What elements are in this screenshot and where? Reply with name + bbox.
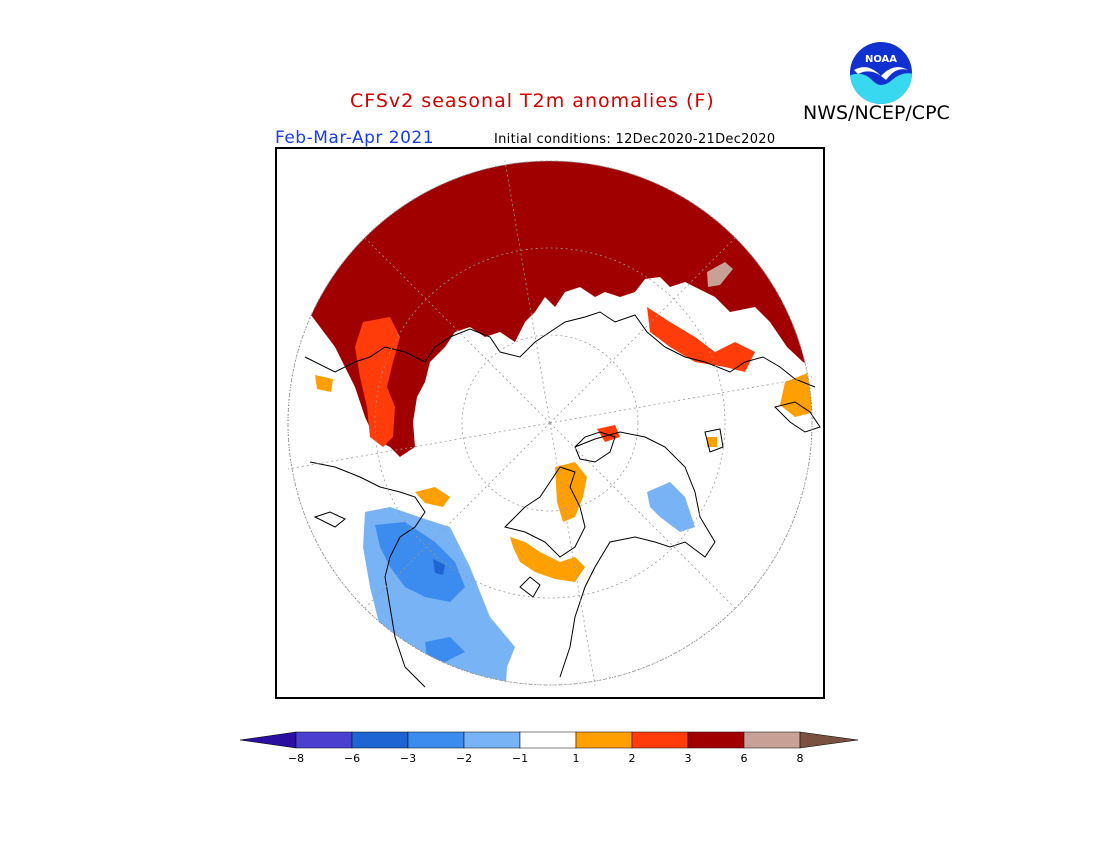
coast-alaska-islands bbox=[313, 511, 346, 528]
anomaly-region-canada-warm bbox=[510, 537, 585, 582]
legend-bin bbox=[351, 731, 409, 749]
anomaly-region-europe-west-warm bbox=[315, 375, 333, 392]
coastlines bbox=[304, 311, 821, 688]
legend-tick-label: −6 bbox=[344, 752, 360, 765]
coast-japan bbox=[519, 576, 541, 598]
polar-map bbox=[275, 147, 825, 699]
anomaly-region-siberia-colder bbox=[433, 559, 445, 575]
coast-eurasia bbox=[304, 311, 666, 373]
anomaly-region-eurasia-warm bbox=[288, 161, 812, 457]
color-legend: −8 −6 −3 −2 −1 1 2 3 6 8 bbox=[239, 731, 859, 765]
forecast-period: Feb-Mar-Apr 2021 bbox=[275, 128, 435, 148]
legend-bin bbox=[631, 731, 689, 749]
coast-scandinavia bbox=[774, 401, 821, 433]
map-disk-edge bbox=[287, 160, 813, 686]
legend-bin bbox=[687, 731, 745, 749]
legend-tick-label: −3 bbox=[400, 752, 416, 765]
agency-label: NWS/NCEP/CPC bbox=[803, 102, 950, 124]
legend-bin bbox=[407, 731, 465, 749]
legend-tick-label: 1 bbox=[573, 752, 580, 765]
legend-tick-label: −8 bbox=[288, 752, 304, 765]
coast-greenland bbox=[574, 431, 616, 463]
coast-siberia-east bbox=[309, 461, 426, 688]
legend-tick-label: 3 bbox=[685, 752, 692, 765]
coast-uk bbox=[704, 428, 724, 453]
initial-conditions: Initial conditions: 12Dec2020-21Dec2020 bbox=[494, 132, 776, 147]
coast-north-america bbox=[559, 431, 716, 678]
legend-tick-label: 2 bbox=[629, 752, 636, 765]
legend-bin bbox=[575, 731, 633, 749]
anomaly-region-ireland-warm bbox=[707, 437, 717, 447]
legend-bin bbox=[463, 731, 521, 749]
legend-tick-label: 8 bbox=[797, 752, 804, 765]
anomaly-region-greenland-warm bbox=[355, 317, 400, 447]
legend-tick-label: 6 bbox=[741, 752, 748, 765]
legend-bin bbox=[743, 731, 801, 749]
legend-bin bbox=[519, 731, 577, 749]
noaa-logo-text: NOAA bbox=[865, 54, 897, 65]
anomaly-region-pacific-hot bbox=[707, 262, 733, 287]
anomaly-region-arctic-islands-warm bbox=[555, 462, 587, 522]
legend-bin bbox=[295, 731, 353, 749]
anomaly-region-siberia-east-cold bbox=[425, 637, 465, 662]
legend-tick-label: −2 bbox=[456, 752, 472, 765]
legend-bin-right-arrow bbox=[799, 731, 859, 749]
anomaly-region-alaska-warm bbox=[415, 487, 450, 507]
chart-title: CFSv2 seasonal T2m anomalies (F) bbox=[350, 90, 715, 112]
legend-tick-label: −1 bbox=[512, 752, 528, 765]
noaa-logo: NOAA bbox=[849, 41, 913, 105]
coast-canada-arctic bbox=[504, 466, 586, 558]
coast-asia-east bbox=[664, 346, 816, 388]
anomaly-region-canada-cool bbox=[647, 482, 695, 532]
anomaly-region-siberia-warm bbox=[647, 307, 755, 372]
legend-bin-left-arrow bbox=[239, 731, 297, 749]
anomaly-region-europe-warm bbox=[780, 372, 812, 417]
